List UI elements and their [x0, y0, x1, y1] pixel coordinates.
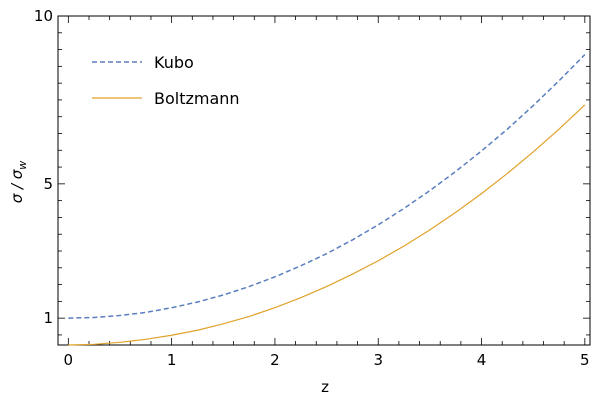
y-tick-label: 1: [43, 309, 53, 327]
x-tick-label: 3: [373, 351, 383, 369]
x-tick-label: 2: [270, 351, 280, 369]
y-axis-label-main: σ / σ: [8, 169, 26, 203]
legend-label-boltzmann: Boltzmann: [154, 89, 240, 108]
series-line-boltzmann: [68, 104, 586, 346]
y-tick-label: 10: [34, 7, 53, 25]
x-axis-label: z: [321, 378, 329, 396]
plot-frame: [57, 15, 591, 346]
x-tick-label: 1: [167, 351, 177, 369]
x-tick-label: 0: [64, 351, 74, 369]
legend: Kubo Boltzmann: [92, 53, 240, 108]
legend-label-kubo: Kubo: [154, 53, 194, 72]
x-tick-label: 4: [477, 351, 487, 369]
plot-border: [57, 15, 591, 346]
axis-ticks: 0 1 2 3 4 5 1 5 10: [34, 7, 590, 369]
x-tick-label: 5: [580, 351, 590, 369]
y-axis-label-subscript: w: [16, 161, 29, 170]
series-layer: [68, 54, 586, 346]
series-line-kubo: [68, 54, 586, 319]
y-tick-label: 5: [43, 175, 53, 193]
y-axis-label: σ / σw: [8, 161, 29, 204]
